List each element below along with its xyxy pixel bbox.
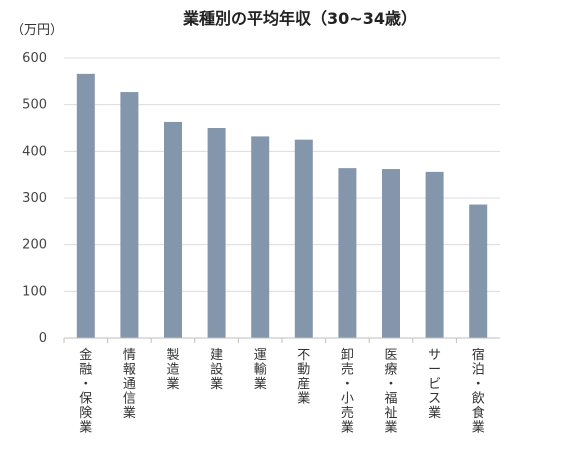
x-category-label: 不動産業 xyxy=(297,348,310,407)
y-tick-label: 600 xyxy=(22,51,47,66)
y-tick-label: 0 xyxy=(39,331,47,346)
x-category-label: 宿泊・飲食業 xyxy=(472,347,485,436)
bar xyxy=(425,171,444,338)
bar xyxy=(382,169,400,338)
x-category-label: 製造業 xyxy=(166,348,179,392)
bar xyxy=(251,136,270,338)
x-category-label: 医療・福祉業 xyxy=(384,348,397,436)
bar xyxy=(164,121,182,338)
x-category-label: 卸売・小売業 xyxy=(341,347,354,436)
bar xyxy=(294,139,313,338)
x-category-label: 情報通信業 xyxy=(123,348,136,421)
x-axis-category-labels: 金融・保険業 情報通信業 製造業 建設業 運輸業 不動産業 卸売・小売業 医療・福祉業 サービス… xyxy=(63,338,485,436)
x-category-label: 運輸業 xyxy=(254,348,267,392)
y-tick-label: 200 xyxy=(22,238,47,253)
y-tick-label: 300 xyxy=(22,191,47,206)
y-axis-ticks: 0 100 200 300 400 500 600 xyxy=(22,51,47,346)
bar xyxy=(207,128,226,338)
bar xyxy=(120,92,139,338)
x-category-label: 金融・保険業 xyxy=(79,347,92,436)
bar xyxy=(76,73,95,338)
y-tick-label: 400 xyxy=(22,144,47,159)
x-category-label: 建設業 xyxy=(210,348,223,392)
y-axis-unit-label: （万円） xyxy=(11,23,63,38)
y-tick-label: 500 xyxy=(22,98,47,113)
bars xyxy=(76,73,488,338)
chart-title: 業種別の平均年収（30~34歳） xyxy=(182,9,417,28)
bar xyxy=(469,204,488,338)
bar xyxy=(338,168,357,338)
y-tick-label: 100 xyxy=(22,284,47,299)
x-category-label: サービス業 xyxy=(428,348,441,421)
